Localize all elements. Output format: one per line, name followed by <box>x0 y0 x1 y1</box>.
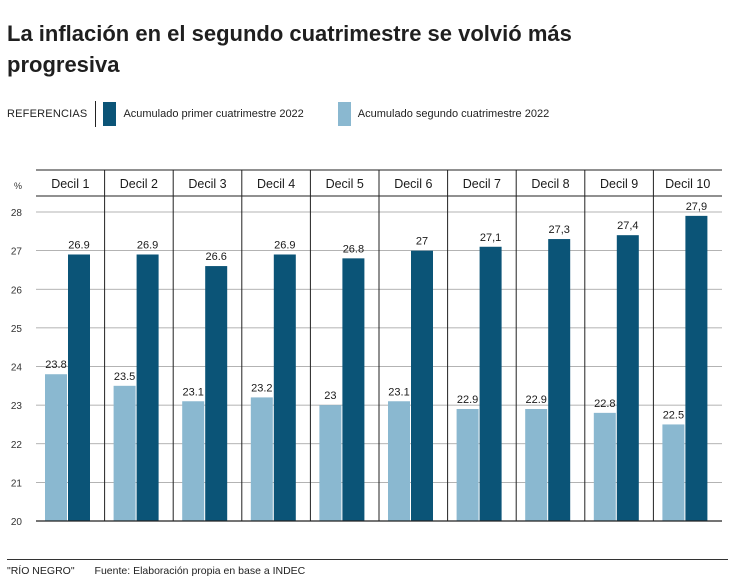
bar-first-cuatrimestre <box>136 254 159 522</box>
data-label: 26.9 <box>274 239 295 251</box>
data-label: 22.8 <box>594 398 615 410</box>
bar-second-cuatrimestre <box>319 405 342 521</box>
bar-first-cuatrimestre <box>411 250 433 521</box>
bar-first-cuatrimestre <box>548 239 571 521</box>
category-label: Decil 7 <box>463 177 501 191</box>
bar-second-cuatrimestre <box>45 374 67 521</box>
bar-first-cuatrimestre <box>342 258 365 521</box>
data-label: 23.1 <box>182 386 203 398</box>
category-label: Decil 1 <box>51 177 89 191</box>
footer: "RÍO NEGRO" Fuente: Elaboración propia e… <box>7 565 305 577</box>
category-label: Decil 2 <box>120 177 158 191</box>
bar-first-cuatrimestre <box>273 254 296 522</box>
y-tick-label: 25 <box>11 324 23 335</box>
chart-title: La inflación en el segundo cuatrimestre … <box>7 21 572 77</box>
data-label: 27,4 <box>617 220 638 232</box>
data-label: 26.6 <box>205 251 226 263</box>
data-label: 23.1 <box>388 386 409 398</box>
category-label: Decil 6 <box>394 177 432 191</box>
bar-chart: 20 21 22 23 24 25 26 27 28% Decil 1 23.8 26.9 Decil … <box>11 169 722 528</box>
footer-source: Fuente: Elaboración propia en base a IND… <box>94 565 306 577</box>
data-label: 22.9 <box>457 394 478 406</box>
bar-second-cuatrimestre <box>182 401 205 521</box>
bar-first-cuatrimestre <box>616 235 639 522</box>
legend: REFERENCIAS Acumulado primer cuatrimestr… <box>7 100 583 128</box>
bar-first-cuatrimestre <box>68 254 90 522</box>
data-label: 27,9 <box>686 201 707 213</box>
data-label: 23 <box>324 390 336 402</box>
legend-label: REFERENCIAS <box>7 108 88 120</box>
y-tick-label: 21 <box>11 478 23 489</box>
bar-second-cuatrimestre <box>456 408 479 521</box>
bar-second-cuatrimestre <box>593 412 616 521</box>
legend-item-first-label: Acumulado primer cuatrimestre 2022 <box>123 108 304 120</box>
category-label: Decil 3 <box>188 177 226 191</box>
legend-item-second: Acumulado segundo cuatrimestre 2022 <box>337 102 550 126</box>
data-label: 27,3 <box>548 224 569 236</box>
legend-divider <box>95 101 97 127</box>
y-tick-label: 26 <box>11 285 23 296</box>
bar-second-cuatrimestre <box>662 424 685 521</box>
y-tick-label: 24 <box>11 363 23 374</box>
category-label: Decil 8 <box>531 177 569 191</box>
category-label: Decil 4 <box>257 177 295 191</box>
data-label: 22.9 <box>525 394 546 406</box>
footer-rule <box>7 559 728 560</box>
data-label: 26.9 <box>137 239 158 251</box>
data-label: 26.8 <box>343 243 364 255</box>
legend-swatch-second <box>337 102 351 126</box>
footer-credit: "RÍO NEGRO" <box>7 565 75 577</box>
bar-second-cuatrimestre <box>388 401 410 521</box>
category-label: Decil 5 <box>326 177 364 191</box>
data-label: 27,1 <box>480 232 501 244</box>
bar-second-cuatrimestre <box>525 408 548 521</box>
data-label: 23.2 <box>251 382 272 394</box>
data-label: 22.5 <box>663 409 684 421</box>
category-label: Decil 9 <box>600 177 638 191</box>
legend-item-second-label: Acumulado segundo cuatrimestre 2022 <box>357 108 550 120</box>
category-label: Decil 10 <box>665 177 710 191</box>
y-axis-label: % <box>14 181 22 191</box>
data-label: 26.9 <box>68 239 89 251</box>
bar-first-cuatrimestre <box>685 215 708 522</box>
bar-first-cuatrimestre <box>479 246 502 521</box>
data-label: 23.5 <box>114 371 135 383</box>
y-tick-label: 22 <box>11 440 23 451</box>
data-label: 23.8 <box>45 359 66 371</box>
bar-second-cuatrimestre <box>250 397 273 521</box>
data-label: 27 <box>416 236 428 248</box>
bar-first-cuatrimestre <box>205 266 228 521</box>
legend-item-first: Acumulado primer cuatrimestre 2022 <box>103 102 304 126</box>
y-tick-label: 23 <box>11 401 23 412</box>
legend-swatch-first <box>103 102 117 126</box>
y-tick-label: 20 <box>11 517 23 528</box>
bar-second-cuatrimestre <box>113 385 136 521</box>
y-tick-label: 27 <box>11 247 23 258</box>
y-tick-label: 28 <box>11 208 23 219</box>
